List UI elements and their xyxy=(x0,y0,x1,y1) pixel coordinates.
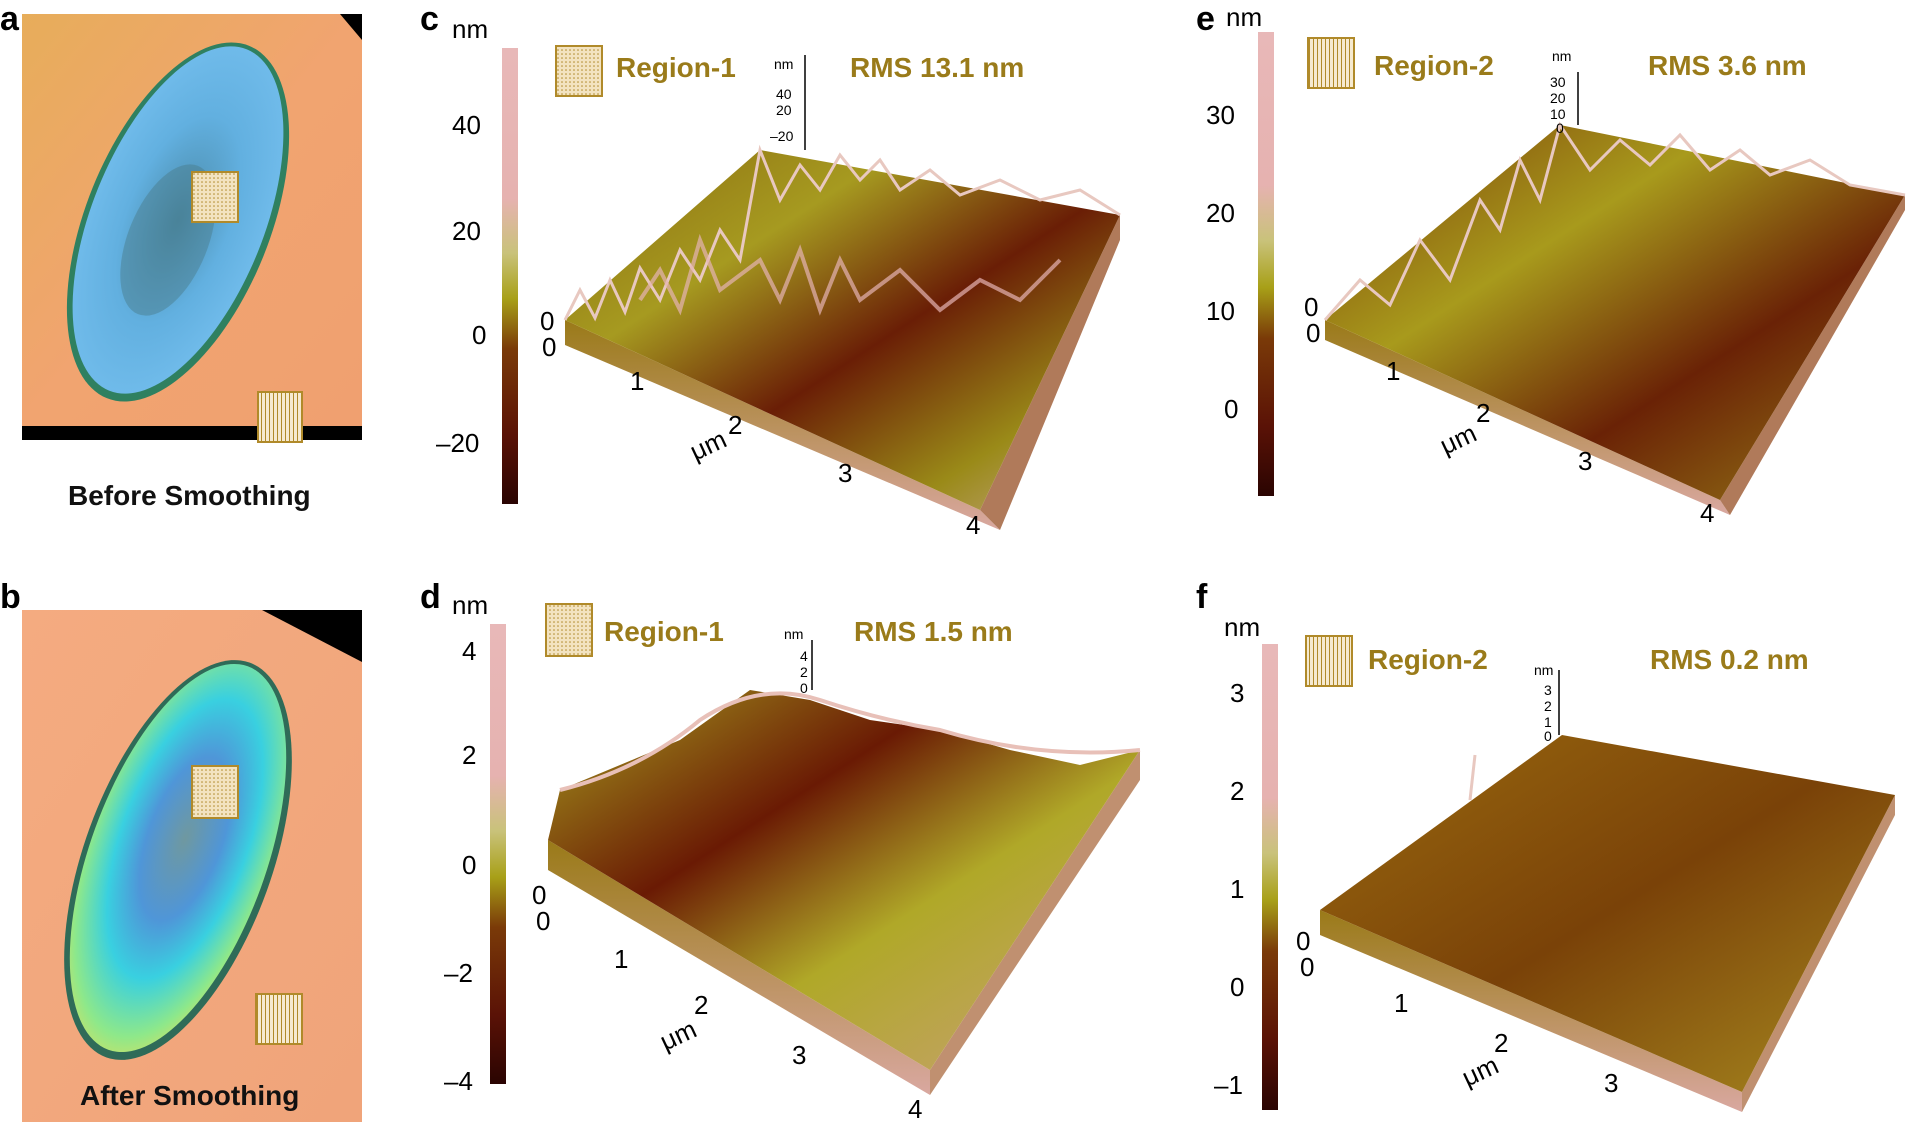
panel-c-region-marker xyxy=(555,45,603,97)
panel-a-image xyxy=(22,14,362,440)
panel-f-z-tick: 0 xyxy=(1544,728,1552,744)
panel-a-caption: Before Smoothing xyxy=(68,480,311,511)
panel-e-z-tick: 30 xyxy=(1550,74,1566,90)
panel-d-xy-tick: 1 xyxy=(614,944,629,974)
panel-c-z-unit: nm xyxy=(774,56,794,72)
panel-d-z-tick: 4 xyxy=(800,648,808,664)
panel-e-scale-tick: 10 xyxy=(1206,296,1235,326)
panel-c-scale-tick: 0 xyxy=(472,320,487,350)
panel-c-xy-tick: 1 xyxy=(630,366,645,396)
panel-c-letter: c xyxy=(420,0,439,38)
panel-d-region-marker xyxy=(545,603,593,657)
panel-f-z-unit: nm xyxy=(1534,662,1554,678)
panel-e-xy-tick: 0 xyxy=(1306,318,1321,348)
panel-c-scale-tick: –20 xyxy=(436,428,480,458)
panel-f-xy-tick: 0 xyxy=(1296,926,1311,956)
panel-e-scale-tick: 0 xyxy=(1224,394,1239,424)
panel-f-z-tick: 3 xyxy=(1544,682,1552,698)
panel-f-z-tick: 1 xyxy=(1544,714,1552,730)
panel-d-xy-tick: 2 xyxy=(694,990,709,1020)
panel-d-region-label: Region-1 xyxy=(604,616,724,647)
panel-d-z-tick: 2 xyxy=(800,664,808,680)
panel-e-z-tick: 20 xyxy=(1550,90,1566,106)
panel-f-scale-tick: 1 xyxy=(1230,874,1245,904)
panel-b-region1-marker xyxy=(191,765,239,819)
panel-b-caption: After Smoothing xyxy=(80,1080,300,1111)
panel-d-scale-tick: –2 xyxy=(444,958,473,988)
panel-f-letter: f xyxy=(1196,578,1208,616)
panel-d-rms: RMS 1.5 nm xyxy=(854,616,1013,647)
panel-f-colorbar xyxy=(1262,644,1278,1110)
panel-d-scale-tick: 4 xyxy=(462,636,477,666)
panel-d-xy-tick: 0 xyxy=(532,880,547,910)
panel-e-colorbar xyxy=(1258,32,1274,496)
panel-d-scale-tick: –4 xyxy=(444,1066,473,1096)
panel-f-xy-tick: 1 xyxy=(1394,988,1409,1018)
panel-a-letter: a xyxy=(0,0,19,38)
panel-f-scale-tick: 0 xyxy=(1230,972,1245,1002)
panel-f-xy-tick: 3 xyxy=(1604,1068,1619,1098)
panel-b-image xyxy=(22,610,362,1122)
panel-e-scale-tick: 20 xyxy=(1206,198,1235,228)
panel-a-region1-marker xyxy=(191,171,239,223)
panel-f-rms: RMS 0.2 nm xyxy=(1650,644,1809,675)
panel-f-unit: nm xyxy=(1224,612,1261,642)
panel-b-letter: b xyxy=(0,578,21,616)
panel-c-z-tick: 40 xyxy=(776,86,792,102)
panel-e-xy-tick: 0 xyxy=(1304,292,1319,322)
panel-e-xy-tick: 2 xyxy=(1476,398,1491,428)
panel-f-xy-tick: 0 xyxy=(1300,952,1315,982)
panel-c-unit: nm xyxy=(452,14,489,44)
panel-e-z-tick: 10 xyxy=(1550,106,1566,122)
panel-f-surface xyxy=(1320,670,1895,1112)
panel-c-colorbar xyxy=(502,48,518,504)
panel-c-xy-tick: 0 xyxy=(540,306,555,336)
panel-e-xy-tick: 4 xyxy=(1700,498,1715,528)
panel-d-xy-tick: 4 xyxy=(908,1094,923,1124)
panel-c-scale-tick: 40 xyxy=(452,110,481,140)
panel-d-scale-tick: 0 xyxy=(462,850,477,880)
panel-c-z-tick: 20 xyxy=(776,102,792,118)
panel-d-surface xyxy=(548,640,1141,1095)
panel-d-z-unit: nm xyxy=(784,626,804,642)
panel-c-xy-tick: 2 xyxy=(728,410,743,440)
panel-e-z-unit: nm xyxy=(1552,48,1572,64)
panel-c-xy-tick: 3 xyxy=(838,458,853,488)
panel-e-region-marker xyxy=(1307,37,1355,89)
panel-e-z-tick: 0 xyxy=(1556,120,1564,136)
panel-a-region2-marker xyxy=(257,391,303,443)
panel-f-scale-tick: 3 xyxy=(1230,678,1245,708)
panel-c-scale-tick: 20 xyxy=(452,216,481,246)
panel-c-rms: RMS 13.1 nm xyxy=(850,52,1025,83)
panel-d-scale-tick: 2 xyxy=(462,740,477,770)
panel-f-scale-tick: 2 xyxy=(1230,776,1245,806)
panel-c-z-tick: –20 xyxy=(770,128,794,144)
panel-d-unit: nm xyxy=(452,590,489,620)
panel-d-colorbar xyxy=(490,624,506,1084)
panel-d-z-tick: 0 xyxy=(800,680,808,696)
panel-c-surface xyxy=(563,55,1121,530)
panel-e-scale-tick: 30 xyxy=(1206,100,1235,130)
panel-c-region-label: Region-1 xyxy=(616,52,736,83)
panel-f-region-marker xyxy=(1305,635,1353,687)
panel-e-unit: nm xyxy=(1226,2,1263,32)
panel-c-xy-tick: 4 xyxy=(966,510,981,540)
panel-f-region-label: Region-2 xyxy=(1368,644,1488,675)
panel-e-surface xyxy=(1323,72,1906,515)
panel-e-xy-tick: 3 xyxy=(1578,446,1593,476)
panel-e-rms: RMS 3.6 nm xyxy=(1648,50,1807,81)
panel-b-region2-marker xyxy=(255,993,303,1045)
panel-e-xy-tick: 1 xyxy=(1386,356,1401,386)
panel-e-letter: e xyxy=(1196,0,1215,38)
panel-e-region-label: Region-2 xyxy=(1374,50,1494,81)
panel-d-letter: d xyxy=(420,578,441,616)
panel-c-xy-tick: 0 xyxy=(542,332,557,362)
panel-d-xy-tick: 0 xyxy=(536,906,551,936)
panel-d-xy-tick: 3 xyxy=(792,1040,807,1070)
panel-f-xy-tick: 2 xyxy=(1494,1028,1509,1058)
panel-f-z-tick: 2 xyxy=(1544,698,1552,714)
panel-f-scale-tick: –1 xyxy=(1214,1070,1243,1100)
